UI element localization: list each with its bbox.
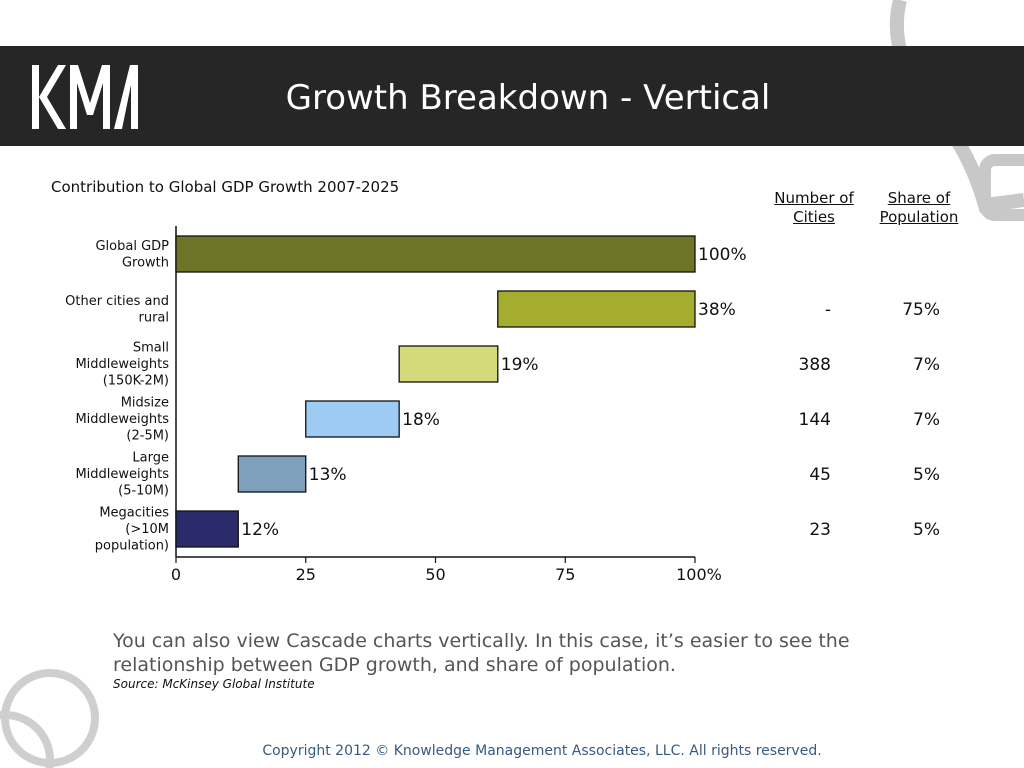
- x-tick-label: 50: [425, 565, 445, 584]
- cell-number-of-cities: 45: [809, 465, 831, 485]
- cell-share-of-population: 7%: [913, 355, 940, 375]
- bar: [305, 400, 400, 438]
- bar: [497, 290, 696, 328]
- cell-number-of-cities: 388: [799, 355, 831, 375]
- bar: [237, 455, 307, 493]
- category-label: Small Middleweights (150K-2M): [75, 341, 169, 389]
- bar: [175, 235, 696, 273]
- bar-value-label: 13%: [309, 465, 347, 485]
- category-label: Midsize Middleweights (2-5M): [75, 396, 169, 444]
- category-label: Large Middleweights (5-10M): [75, 451, 169, 499]
- slide-title: Growth Breakdown - Vertical: [285, 78, 771, 118]
- x-tick-label: 100%: [676, 565, 722, 584]
- x-tick-label: 25: [296, 565, 316, 584]
- category-label: Global GDP Growth: [95, 239, 169, 271]
- cell-number-of-cities: 144: [799, 410, 831, 430]
- source-note: Source: McKinsey Global Institute: [113, 677, 315, 691]
- x-tick-label: 0: [171, 565, 181, 584]
- cell-share-of-population: 5%: [913, 520, 940, 540]
- copyright-footer: Copyright 2012 © Knowledge Management As…: [262, 743, 822, 759]
- kma-logo: [32, 65, 138, 129]
- category-label: Megacities (>10M population): [95, 506, 169, 554]
- bar-value-label: 100%: [698, 245, 747, 265]
- header-bar: [0, 46, 1024, 146]
- x-tick-label: 75: [555, 565, 575, 584]
- chart-title: Contribution to Global GDP Growth 2007-2…: [51, 178, 400, 196]
- cell-share-of-population: 75%: [902, 300, 940, 320]
- category-label: Other cities and rural: [65, 294, 169, 326]
- cell-number-of-cities: -: [825, 300, 831, 320]
- bar: [398, 345, 499, 383]
- ring-decoration-icon: [0, 711, 54, 768]
- cell-share-of-population: 5%: [913, 465, 940, 485]
- cell-share-of-population: 7%: [913, 410, 940, 430]
- bar-value-label: 19%: [501, 355, 539, 375]
- column-header-number-of-cities: Number of Cities: [774, 189, 854, 226]
- bar-value-label: 18%: [402, 410, 440, 430]
- bar-value-label: 12%: [241, 520, 279, 540]
- caption-text: You can also view Cascade charts vertica…: [113, 630, 850, 676]
- lightbulb-base-decoration-icon: [979, 154, 1024, 221]
- bar: [175, 510, 239, 548]
- cell-number-of-cities: 23: [809, 520, 831, 540]
- column-header-share-of-population: Share of Population: [879, 189, 959, 226]
- bar-value-label: 38%: [698, 300, 736, 320]
